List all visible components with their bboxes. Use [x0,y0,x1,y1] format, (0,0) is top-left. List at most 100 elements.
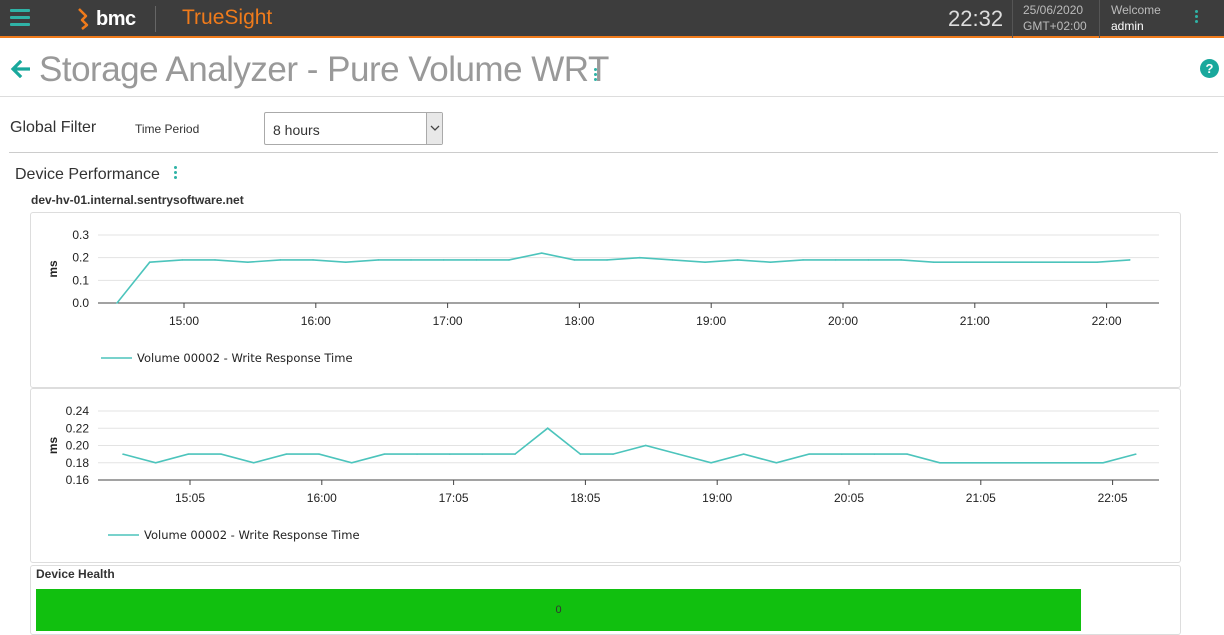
time-period-select[interactable]: 8 hours [264,112,443,145]
section-options-icon[interactable] [172,166,178,182]
data-point[interactable] [938,461,941,464]
data-point[interactable] [1063,261,1066,263]
series-line[interactable] [116,252,1130,304]
data-point[interactable] [187,453,190,455]
x-tick-label: 18:00 [564,314,594,328]
data-point[interactable] [1036,461,1039,464]
data-point[interactable] [671,259,674,261]
data-point[interactable] [514,453,516,455]
y-axis-label: ms [46,260,60,278]
data-point[interactable] [775,461,778,464]
data-point[interactable] [1030,261,1033,263]
device-name: dev-hv-01.internal.sentrysoftware.net [31,193,244,207]
help-icon[interactable]: ? [1200,59,1219,78]
data-point[interactable] [834,259,837,261]
more-options-icon[interactable] [1193,10,1199,28]
data-point[interactable] [873,453,876,455]
data-point[interactable] [122,453,124,455]
data-point[interactable] [704,261,706,263]
data-point[interactable] [279,259,282,261]
data-point[interactable] [710,461,712,464]
x-tick-label: 20:05 [834,491,864,505]
data-point[interactable] [154,461,157,464]
data-point[interactable] [579,453,582,455]
y-tick-label: 0.0 [72,296,89,310]
data-point[interactable] [1004,461,1006,464]
x-tick-label: 19:00 [696,314,726,328]
series-line[interactable] [122,427,1137,464]
data-point[interactable] [410,259,412,261]
data-point[interactable] [546,427,549,430]
data-point[interactable] [1134,453,1137,455]
data-point[interactable] [802,259,804,261]
y-tick-label: 0.24 [66,404,90,418]
line-chart-2[interactable]: 0.16 0.18 0.20 0.22 0.24 ms 15:05 16:00 17:05 18:… [31,389,1182,564]
y-tick-label: 0.16 [66,473,90,487]
chart-panel-2: 0.16 0.18 0.20 0.22 0.24 ms 15:05 16:00 17:05 18:… [30,388,1181,563]
x-tick-label: 16:00 [301,314,331,328]
device-health-bar[interactable]: 0 [36,589,1081,631]
user-block[interactable]: Welcome admin [1111,2,1161,34]
data-point[interactable] [285,453,288,455]
data-point[interactable] [540,252,543,254]
data-point[interactable] [344,261,347,263]
data-point[interactable] [742,453,745,455]
data-point[interactable] [312,259,314,261]
data-point[interactable] [481,453,484,455]
data-point[interactable] [1102,461,1104,464]
data-point[interactable] [181,259,184,261]
legend-label[interactable]: Volume 00002 - Write Response Time [137,351,353,365]
data-point[interactable] [448,453,451,455]
data-point[interactable] [900,259,902,261]
divider [1012,0,1013,38]
data-point[interactable] [867,259,870,261]
line-chart-1[interactable]: 0.0 0.1 0.2 0.3 ms 15:00 16:00 17:00 18:00 19:00 2… [31,213,1182,389]
dashboard-options-icon[interactable] [592,68,598,84]
data-point[interactable] [573,259,576,261]
data-point[interactable] [214,259,216,261]
data-point[interactable] [965,261,968,263]
data-point[interactable] [383,453,386,455]
data-point[interactable] [475,259,478,261]
back-arrow-icon[interactable] [10,60,30,78]
y-tick-label: 0.3 [72,228,89,242]
data-point[interactable] [1128,259,1131,261]
data-point[interactable] [677,453,680,455]
data-point[interactable] [508,259,510,261]
data-point[interactable] [736,259,739,261]
device-health-value: 0 [555,604,562,616]
x-tick-label: 17:00 [433,314,463,328]
data-point[interactable] [116,302,118,304]
data-point[interactable] [638,256,641,259]
data-point[interactable] [377,259,380,261]
welcome-label: Welcome [1111,3,1161,17]
data-point[interactable] [416,453,418,455]
data-point[interactable] [1069,461,1072,464]
legend-label[interactable]: Volume 00002 - Write Response Time [144,528,360,542]
data-point[interactable] [442,259,445,261]
bmc-logo[interactable]: bmc [76,6,136,32]
data-point[interactable] [252,461,255,464]
data-point[interactable] [318,453,320,455]
data-point[interactable] [220,453,222,455]
data-point[interactable] [246,261,249,263]
chart-panel-1: 0.0 0.1 0.2 0.3 ms 15:00 16:00 17:00 18:00 19:00 2… [30,212,1181,388]
data-point[interactable] [769,261,772,263]
page-title: Storage Analyzer - Pure Volume WRT [39,50,609,89]
data-point[interactable] [808,453,810,455]
data-point[interactable] [932,261,935,263]
data-point[interactable] [606,259,608,261]
data-point[interactable] [906,453,908,455]
data-point[interactable] [148,261,151,263]
data-point[interactable] [612,453,614,455]
data-point[interactable] [350,461,353,464]
data-point[interactable] [644,444,647,447]
divider [1099,0,1100,38]
x-tick-label: 15:00 [169,314,199,328]
data-point[interactable] [1096,261,1098,263]
hamburger-menu-icon[interactable] [10,9,30,27]
data-point[interactable] [840,453,843,455]
data-point[interactable] [971,461,974,464]
y-tick-label: 0.18 [66,456,90,470]
data-point[interactable] [998,261,1000,263]
